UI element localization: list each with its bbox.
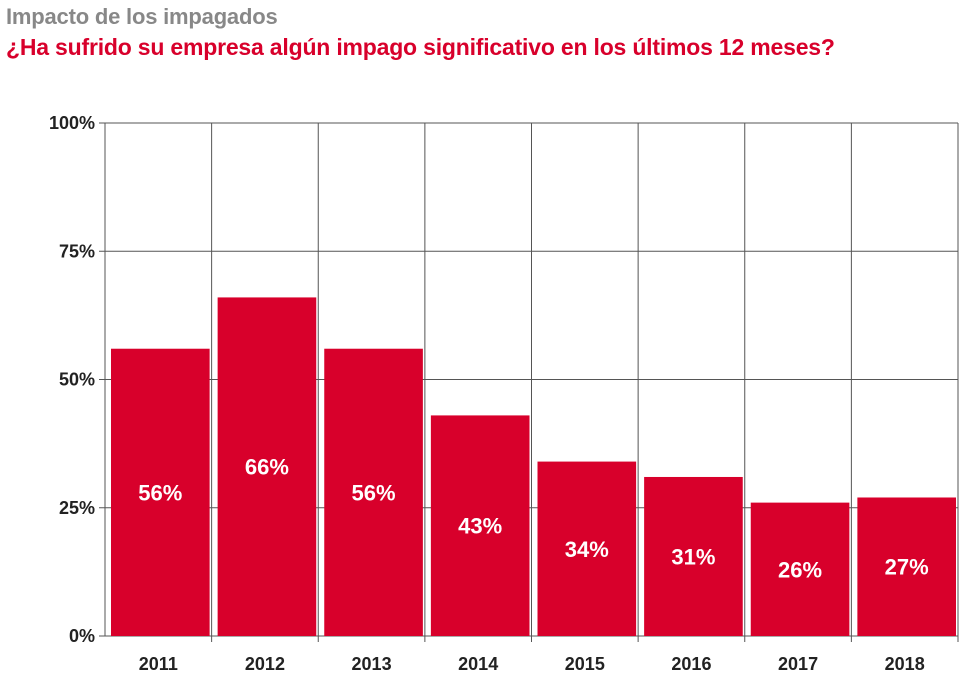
- chart-title: Impacto de los impagados: [6, 4, 278, 29]
- x-category-label: 2015: [565, 654, 605, 674]
- data-label-2013: 56%: [352, 480, 396, 505]
- x-category-label: 2017: [778, 654, 818, 674]
- y-tick-label: 25%: [59, 498, 95, 518]
- y-tick-label: 0%: [69, 626, 95, 646]
- x-category-label: 2018: [885, 654, 925, 674]
- bar-2014: [430, 415, 530, 636]
- bar-2013: [324, 348, 423, 636]
- y-tick-label: 50%: [59, 370, 95, 390]
- chart-subtitle: ¿Ha sufrido su empresa algún impago sign…: [6, 34, 835, 60]
- axes: 0% 25% 50% 75% 100% 2011 2012 2013 2014 2015 2016 2…: [49, 113, 925, 674]
- x-category-label: 2014: [458, 654, 498, 674]
- data-label-2012: 66%: [245, 455, 289, 480]
- y-tick-label: 75%: [59, 241, 95, 261]
- bar-2016: [644, 476, 743, 636]
- x-category-label: 2012: [245, 654, 285, 674]
- y-tick-label: 100%: [49, 113, 95, 133]
- data-label-2015: 34%: [565, 537, 609, 562]
- data-label-2014: 43%: [458, 514, 502, 539]
- bar-2015: [537, 461, 637, 636]
- data-label-2016: 31%: [671, 544, 715, 569]
- grid-layer: [104, 122, 959, 642]
- data-label-2018: 27%: [885, 555, 929, 580]
- x-category-label: 2016: [671, 654, 711, 674]
- x-category-label: 2011: [139, 654, 178, 674]
- bar-2017: [750, 502, 850, 636]
- bar-2018: [857, 497, 956, 636]
- bars: [111, 297, 956, 636]
- data-label-2017: 26%: [778, 557, 822, 582]
- data-label-2011: 56%: [138, 480, 182, 505]
- x-category-label: 2013: [352, 654, 392, 674]
- bar-2012: [217, 297, 317, 636]
- data-labels: 56% 66% 56% 43% 34% 31% 26% 27%: [138, 455, 928, 583]
- bar-2011: [111, 348, 210, 636]
